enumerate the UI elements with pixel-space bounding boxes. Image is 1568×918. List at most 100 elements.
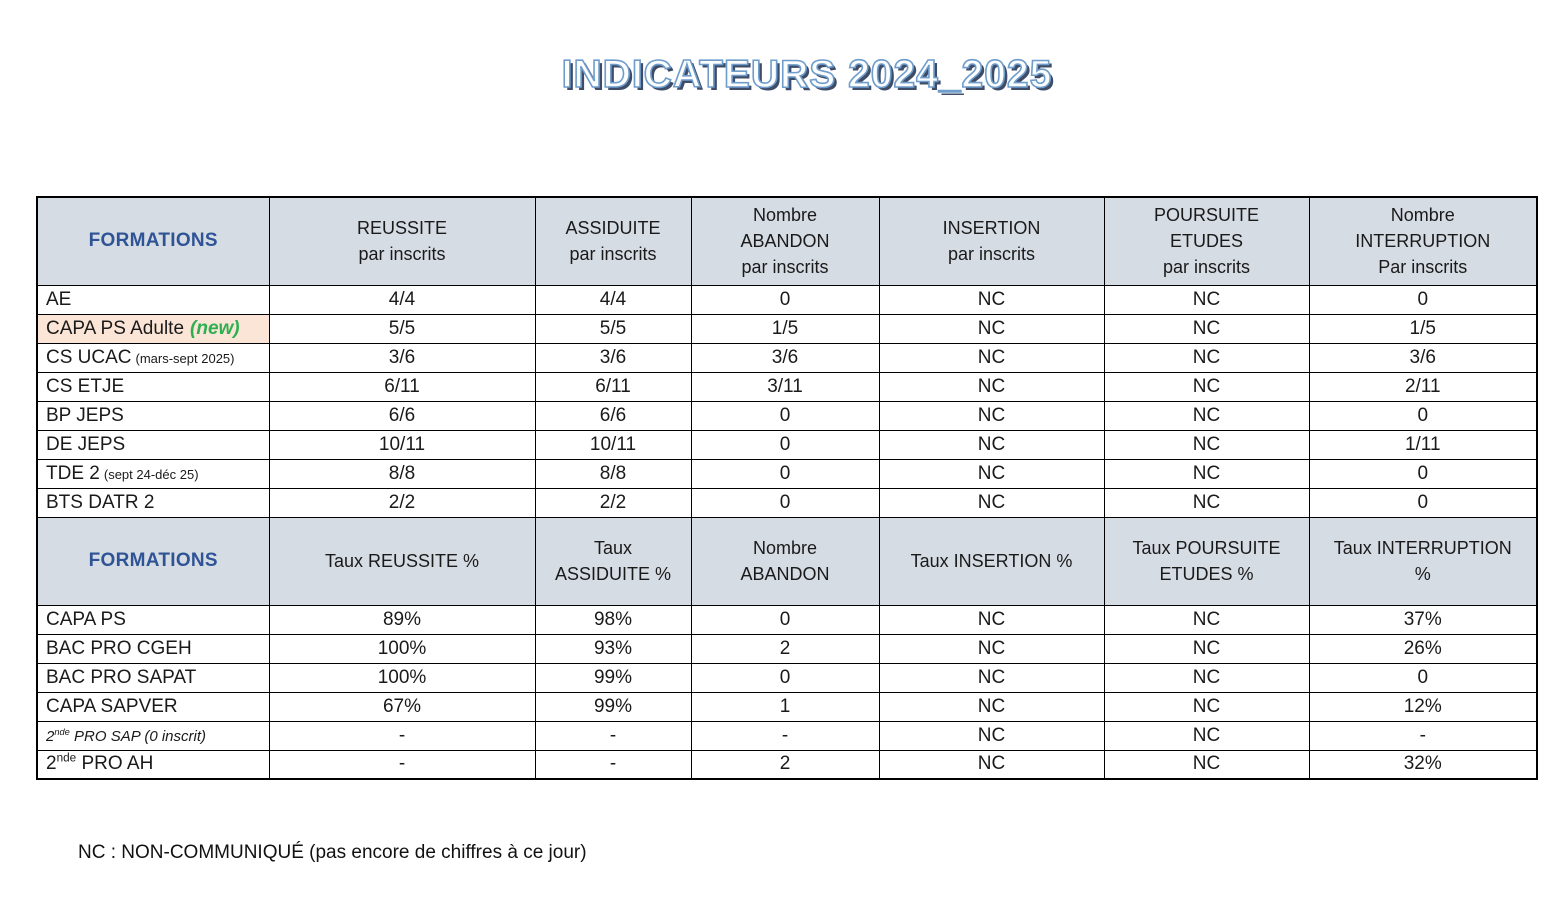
cell-value: NC [878,400,1105,431]
cell-value: 0 [690,662,880,693]
cell-value: - [1308,720,1538,751]
table-row-2nde-pro-ah: 2nde PRO AH - - 2 NC NC 32% [36,749,1538,780]
cell-value: NC [1103,342,1310,373]
col-header-insertion: INSERTION par inscrits [878,196,1105,286]
cell-value: NC [1103,458,1310,489]
cell-value: 0 [1308,487,1538,518]
cell-value: NC [878,720,1105,751]
cell-value: 5/5 [268,313,536,344]
col-header-formations-2: FORMATIONS [36,516,270,606]
cell-value: 5/5 [534,313,692,344]
cell-value: 100% [268,633,536,664]
cell-value: NC [878,662,1105,693]
table-row-2nde-pro-sap: 2nde PRO SAP (0 inscrit) - - - NC NC - [36,720,1538,751]
cell-value: 2 [690,749,880,780]
row-label: CAPA PS [36,604,270,635]
cell-value: 0 [690,604,880,635]
table-row-cs-ucac: CS UCAC (mars-sept 2025) 3/6 3/6 3/6 NC N… [36,342,1538,373]
cell-value: NC [878,313,1105,344]
cell-value: 99% [534,691,692,722]
header-row-counts: FORMATIONS REUSSITE par inscrits ASSIDUI… [36,196,1538,286]
cell-value: 1/11 [1308,429,1538,460]
col-header-nombre-abandon: Nombre ABANDON [690,516,880,606]
indicators-table: FORMATIONS REUSSITE par inscrits ASSIDUI… [36,196,1538,780]
cell-value: 0 [690,400,880,431]
row-label: 2nde PRO SAP (0 inscrit) [36,720,270,751]
row-label: BAC PRO CGEH [36,633,270,664]
row-label-note: (sept 24-déc 25) [103,466,199,482]
cell-value: - [690,720,880,751]
cell-value: 8/8 [534,458,692,489]
row-label: CAPA SAPVER [36,691,270,722]
col-header-assiduite: ASSIDUITE par inscrits [534,196,692,286]
cell-value: NC [1103,313,1310,344]
cell-value: - [534,720,692,751]
cell-value: 4/4 [268,284,536,315]
cell-value: NC [878,604,1105,635]
superscript: nde [56,751,77,765]
table-row-bts-datr-2: BTS DATR 2 2/2 2/2 0 NC NC 0 [36,487,1538,518]
cell-value: 0 [1308,284,1538,315]
col-header-poursuite: POURSUITE ETUDES par inscrits [1103,196,1310,286]
cell-value: 0 [1308,662,1538,693]
cell-value: 1/5 [1308,313,1538,344]
col-header-taux-interruption: Taux INTERRUPTION % [1308,516,1538,606]
row-label: AE [36,284,270,315]
cell-value: 1/5 [690,313,880,344]
cell-value: NC [878,342,1105,373]
cell-value: - [268,720,536,751]
table-row-capa-sapver: CAPA SAPVER 67% 99% 1 NC NC 12% [36,691,1538,722]
table-row-bac-pro-sapat: BAC PRO SAPAT 100% 99% 0 NC NC 0 [36,662,1538,693]
col-header-taux-insertion: Taux INSERTION % [878,516,1105,606]
table-row-bp-jeps: BP JEPS 6/6 6/6 0 NC NC 0 [36,400,1538,431]
col-header-taux-reussite: Taux REUSSITE % [268,516,536,606]
cell-value: 12% [1308,691,1538,722]
row-label: CS UCAC (mars-sept 2025) [36,342,270,373]
cell-value: NC [878,371,1105,402]
col-header-interruption: Nombre INTERRUPTION Par inscrits [1308,196,1538,286]
cell-value: NC [1103,720,1310,751]
cell-value: 10/11 [534,429,692,460]
cell-value: NC [878,458,1105,489]
cell-value: 3/6 [268,342,536,373]
row-label-highlighted: CAPA PS Adulte (new) [36,313,270,344]
header-row-rates: FORMATIONS Taux REUSSITE % Taux ASSIDUIT… [36,516,1538,606]
cell-value: 3/6 [690,342,880,373]
cell-value: 10/11 [268,429,536,460]
col-header-taux-assiduite: Taux ASSIDUITE % [534,516,692,606]
cell-value: NC [1103,633,1310,664]
table-row-ae: AE 4/4 4/4 0 NC NC 0 [36,284,1538,315]
cell-value: 26% [1308,633,1538,664]
cell-value: 0 [1308,400,1538,431]
col-header-reussite: REUSSITE par inscrits [268,196,536,286]
row-label: DE JEPS [36,429,270,460]
cell-value: 89% [268,604,536,635]
cell-value: 99% [534,662,692,693]
cell-value: 100% [268,662,536,693]
cell-value: 4/4 [534,284,692,315]
cell-value: NC [878,691,1105,722]
table-row-capa-ps-adulte: CAPA PS Adulte (new) 5/5 5/5 1/5 NC NC 1/… [36,313,1538,344]
row-label: BP JEPS [36,400,270,431]
cell-value: 2/2 [268,487,536,518]
cell-value: NC [1103,371,1310,402]
cell-value: 2 [690,633,880,664]
cell-value: NC [1103,284,1310,315]
cell-value: NC [878,633,1105,664]
cell-value: NC [878,487,1105,518]
cell-value: 3/6 [534,342,692,373]
new-tag: (new) [190,317,240,339]
cell-value: 67% [268,691,536,722]
page-title: INDICATEURS 2024_2025 [561,52,1053,97]
cell-value: - [534,749,692,780]
cell-value: 0 [690,487,880,518]
cell-value: 93% [534,633,692,664]
col-header-abandon: Nombre ABANDON par inscrits [690,196,880,286]
table-row-capa-ps: CAPA PS 89% 98% 0 NC NC 37% [36,604,1538,635]
table-row-tde-2: TDE 2 (sept 24-déc 25) 8/8 8/8 0 NC NC 0 [36,458,1538,489]
cell-value: 1 [690,691,880,722]
cell-value: 6/6 [268,400,536,431]
cell-value: NC [1103,400,1310,431]
cell-value: NC [1103,429,1310,460]
